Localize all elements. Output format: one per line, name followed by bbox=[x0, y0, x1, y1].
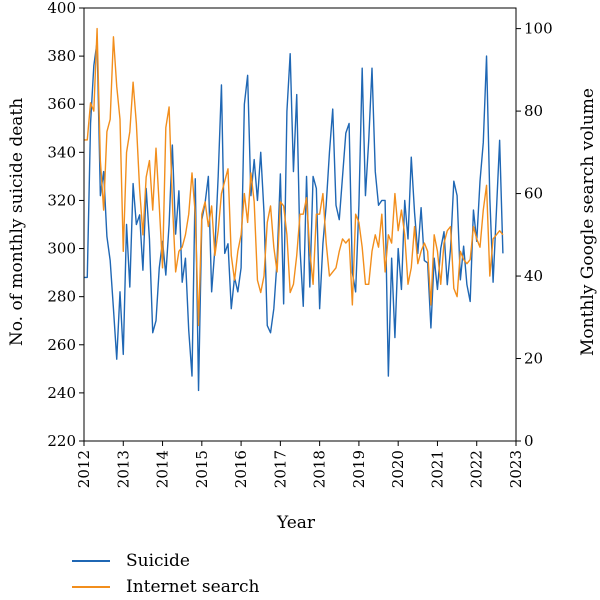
y-tick-label-left-320: 320 bbox=[47, 191, 76, 209]
x-tick-label-2019: 2019 bbox=[350, 450, 368, 488]
x-tick-label-2023: 2023 bbox=[507, 450, 525, 488]
x-tick-label-2022: 2022 bbox=[468, 450, 486, 488]
y-tick-label-right-100: 100 bbox=[524, 20, 553, 38]
y-axis-title-right: Monthly Google search volume bbox=[578, 88, 598, 356]
y-tick-label-right-20: 20 bbox=[524, 350, 543, 368]
x-tick-label-2021: 2021 bbox=[428, 450, 446, 488]
y-tick-label-left-360: 360 bbox=[47, 95, 76, 113]
legend-item-internet-search: Internet search bbox=[72, 574, 259, 600]
y-tick-label-right-0: 0 bbox=[524, 432, 534, 450]
y-tick-label-left-300: 300 bbox=[47, 240, 76, 258]
x-tick-label-2015: 2015 bbox=[193, 450, 211, 488]
x-tick-label-2018: 2018 bbox=[311, 450, 329, 488]
x-tick-label-2012: 2012 bbox=[75, 450, 93, 488]
series-line-internet-search bbox=[84, 27, 504, 327]
x-tick-label-2017: 2017 bbox=[271, 450, 289, 488]
y-tick-label-left-280: 280 bbox=[47, 288, 76, 306]
y-tick-label-left-220: 220 bbox=[47, 432, 76, 450]
legend-item-suicide: Suicide bbox=[72, 548, 259, 574]
legend-label-suicide: Suicide bbox=[126, 551, 190, 571]
y-tick-label-right-80: 80 bbox=[524, 102, 543, 120]
x-tick-label-2013: 2013 bbox=[114, 450, 132, 488]
plot-frame bbox=[83, 7, 517, 442]
y-tick-label-left-400: 400 bbox=[47, 0, 76, 17]
series-line-suicide bbox=[84, 40, 504, 392]
legend-label-internet-search: Internet search bbox=[126, 577, 260, 597]
x-axis-title: Year bbox=[276, 513, 316, 533]
y-tick-label-right-40: 40 bbox=[524, 267, 543, 285]
y-tick-label-right-60: 60 bbox=[524, 185, 543, 203]
y-tick-label-left-260: 260 bbox=[47, 336, 76, 354]
x-tick-label-2020: 2020 bbox=[389, 450, 407, 488]
chart: Year No. of monthly suicide death Monthl… bbox=[7, 0, 598, 533]
legend: Suicide Internet search bbox=[72, 548, 259, 600]
x-tick-label-2014: 2014 bbox=[154, 450, 172, 488]
legend-swatch-internet-search bbox=[72, 586, 110, 588]
y-tick-label-left-340: 340 bbox=[47, 143, 76, 161]
y-axis-title-left: No. of monthly suicide death bbox=[7, 98, 27, 346]
x-tick-label-2016: 2016 bbox=[232, 450, 250, 488]
y-tick-label-left-240: 240 bbox=[47, 384, 76, 402]
legend-swatch-suicide bbox=[72, 560, 110, 562]
y-tick-label-left-380: 380 bbox=[47, 47, 76, 65]
